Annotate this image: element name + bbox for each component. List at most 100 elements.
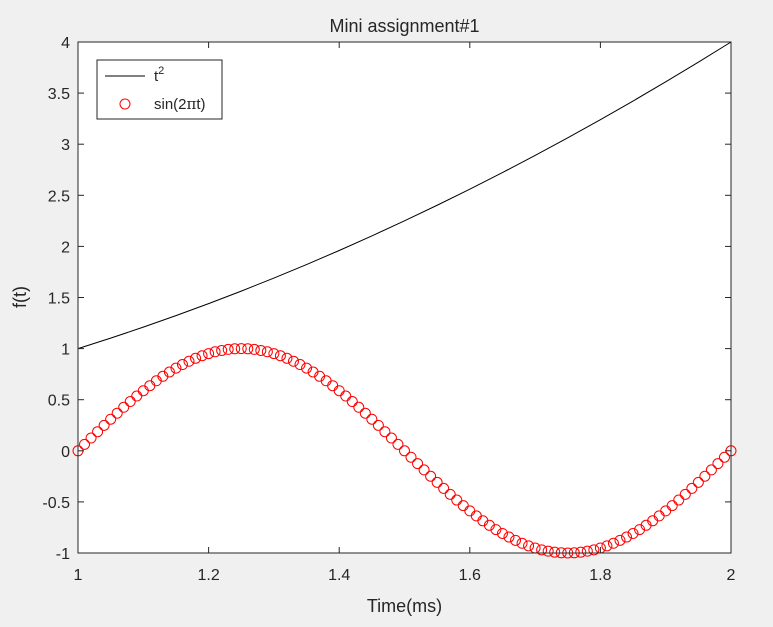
y-axis-label: f(t) bbox=[10, 286, 30, 308]
x-axis-label: Time(ms) bbox=[367, 596, 442, 616]
series-point-sin bbox=[660, 505, 672, 517]
series-point-sin bbox=[405, 451, 417, 463]
series-point-sin bbox=[353, 401, 365, 413]
series-line-t-squared bbox=[77, 41, 732, 350]
series-point-sin bbox=[131, 390, 143, 402]
chart-title: Mini assignment#1 bbox=[329, 16, 479, 36]
series-point-sin bbox=[438, 482, 450, 494]
series-point-sin bbox=[490, 524, 502, 536]
series-point-sin bbox=[281, 352, 293, 364]
y-tick-label: 3 bbox=[61, 137, 70, 154]
series-point-sin bbox=[242, 343, 254, 355]
series-point-sin bbox=[333, 385, 345, 397]
series-point-sin bbox=[621, 531, 633, 543]
series-point-sin bbox=[627, 527, 639, 539]
series-point-sin bbox=[575, 546, 587, 558]
series-point-sin bbox=[372, 419, 384, 431]
series-point-sin bbox=[209, 346, 221, 358]
series-point-sin bbox=[601, 540, 613, 552]
series-point-sin bbox=[176, 359, 188, 371]
series-point-sin bbox=[261, 346, 273, 358]
series-point-sin bbox=[340, 390, 352, 402]
series-point-sin bbox=[425, 470, 437, 482]
series-point-sin bbox=[549, 546, 561, 558]
y-tick-label: 2 bbox=[61, 239, 70, 256]
series-point-sin bbox=[588, 544, 600, 556]
series-point-sin bbox=[431, 476, 443, 488]
series-point-sin bbox=[536, 544, 548, 556]
series-point-sin bbox=[287, 355, 299, 367]
x-tick-label: 1.2 bbox=[197, 567, 219, 584]
y-tick-label: -0.5 bbox=[42, 495, 70, 512]
series-point-sin bbox=[666, 500, 678, 512]
y-tick-label: -1 bbox=[56, 546, 70, 563]
y-tick-label: 1 bbox=[61, 342, 70, 359]
y-tick-label: 4 bbox=[61, 35, 70, 52]
series-point-sin bbox=[516, 537, 528, 549]
series-point-sin bbox=[496, 527, 508, 539]
series-point-sin bbox=[301, 362, 313, 374]
series-point-sin bbox=[679, 488, 691, 500]
series-point-sin bbox=[385, 432, 397, 444]
series-point-sin bbox=[196, 350, 208, 362]
plot-layer bbox=[72, 41, 737, 559]
series-point-sin bbox=[399, 445, 410, 457]
series-point-sin bbox=[451, 494, 463, 506]
series-point-sin bbox=[712, 458, 724, 470]
series-point-sin bbox=[222, 343, 234, 355]
x-tick-label: 1.6 bbox=[459, 567, 481, 584]
series-point-sin bbox=[607, 537, 619, 549]
series-point-sin bbox=[274, 350, 286, 362]
series-point-sin bbox=[418, 464, 430, 476]
series-point-sin bbox=[718, 451, 730, 463]
series-point-sin bbox=[216, 344, 228, 356]
series-point-sin bbox=[183, 355, 195, 367]
series-point-sin bbox=[111, 407, 123, 419]
series-point-sin bbox=[203, 348, 215, 360]
series-point-sin bbox=[248, 343, 260, 355]
x-tick-label: 1 bbox=[74, 567, 83, 584]
series-point-sin bbox=[392, 438, 404, 450]
series-point-sin bbox=[542, 545, 554, 557]
y-tick-label: 2.5 bbox=[48, 188, 70, 205]
y-tick-label: 3.5 bbox=[48, 86, 70, 103]
series-point-sin bbox=[163, 366, 175, 378]
series-point-sin bbox=[294, 359, 306, 371]
series-point-sin bbox=[581, 545, 593, 557]
axes-background bbox=[78, 42, 731, 553]
series-point-sin bbox=[85, 432, 97, 444]
series-point-sin bbox=[255, 344, 267, 356]
legend-box bbox=[96, 59, 223, 120]
series-point-sin bbox=[686, 482, 698, 494]
series-point-sin bbox=[118, 401, 130, 413]
series-point-sin bbox=[705, 464, 717, 476]
series-point-sin bbox=[457, 500, 469, 512]
x-tick-label: 2 bbox=[727, 567, 736, 584]
series-point-sin bbox=[346, 396, 358, 408]
series-point-sin bbox=[699, 470, 711, 482]
series-point-sin bbox=[359, 407, 371, 419]
series-point-sin bbox=[673, 494, 685, 506]
y-tick-label: 0.5 bbox=[48, 393, 70, 410]
series-point-sin bbox=[229, 343, 241, 355]
x-tick-label: 1.4 bbox=[328, 567, 350, 584]
series-point-sin bbox=[190, 352, 202, 364]
series-point-sin bbox=[444, 488, 456, 500]
legend-label-t-squared: t2 bbox=[154, 65, 164, 85]
x-tick-label: 1.8 bbox=[589, 567, 611, 584]
series-point-sin bbox=[235, 343, 247, 355]
series-point-sin bbox=[98, 419, 110, 431]
series-point-sin bbox=[79, 438, 91, 450]
series-point-sin bbox=[268, 348, 280, 360]
y-tick-label: 0 bbox=[61, 444, 70, 461]
legend: t2 sin(2πt) bbox=[96, 59, 223, 120]
axes-layer: 1 1.2 1.4 1.6 1.8 2 -1 -0.5 0 0.5 1 1.5 2 2.5 3 3.5 4 bbox=[42, 35, 735, 584]
y-tick-label: 1.5 bbox=[48, 291, 70, 308]
series-point-sin bbox=[614, 534, 626, 546]
series-point-sin bbox=[124, 396, 136, 408]
series-point-sin bbox=[170, 362, 182, 374]
series-point-sin bbox=[692, 476, 704, 488]
legend-circle-swatch bbox=[119, 98, 131, 110]
